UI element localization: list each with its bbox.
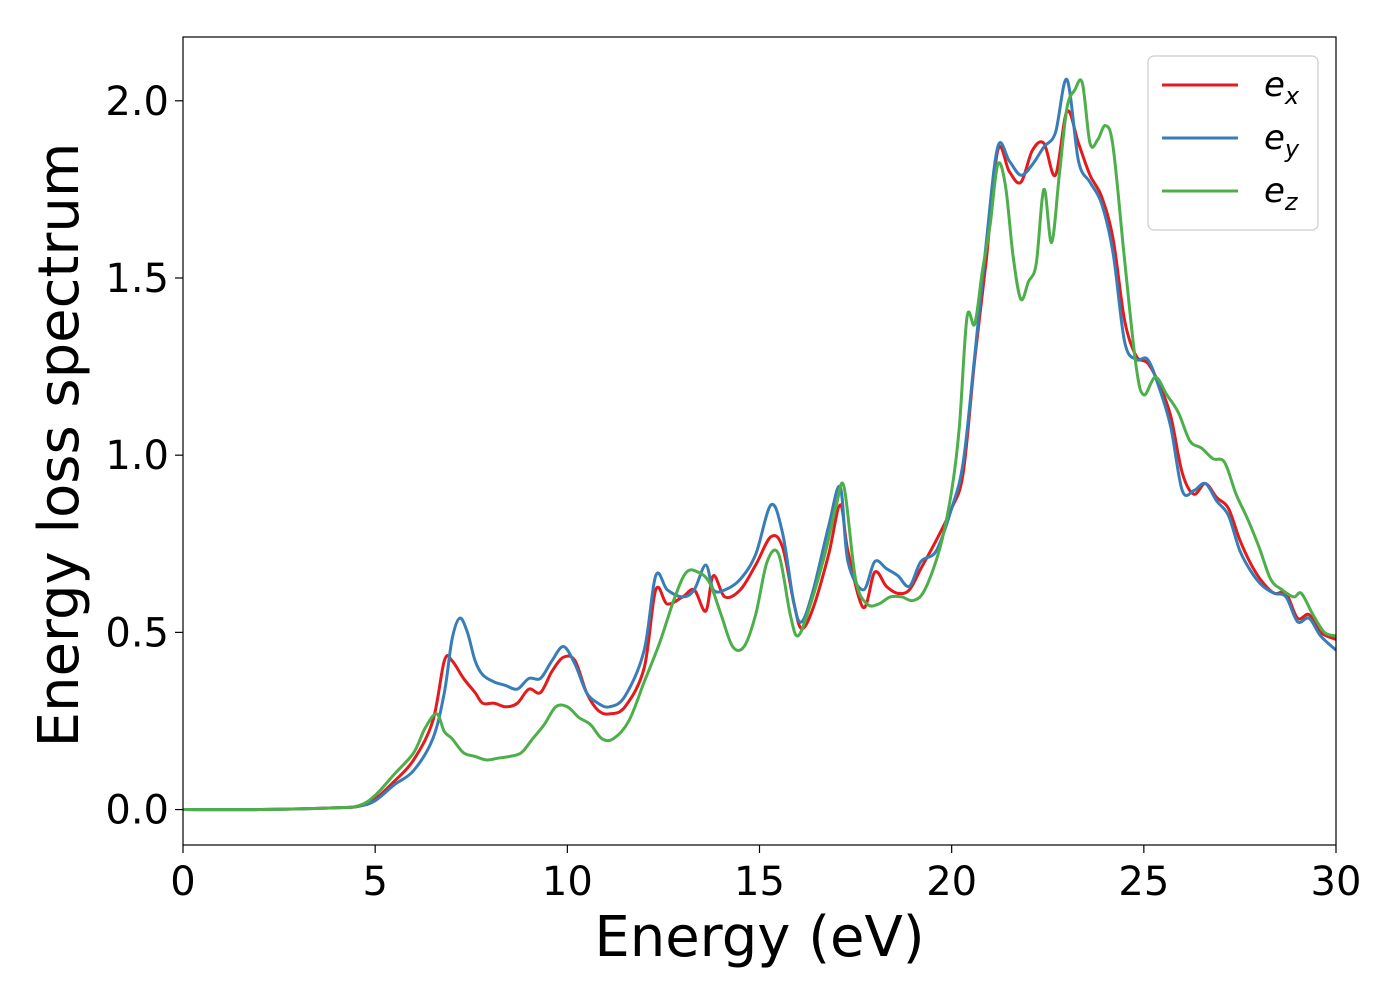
y-tick-label: 1.5 bbox=[105, 256, 169, 302]
legend-box bbox=[1147, 55, 1319, 231]
y-tick-label: 1.0 bbox=[105, 433, 169, 479]
legend-label-e-y: ey bbox=[1264, 118, 1300, 163]
y-axis-title: Energy loss spectrum bbox=[27, 143, 92, 748]
series-line-e-x bbox=[183, 109, 1336, 812]
x-tick-label: 0 bbox=[170, 859, 195, 905]
legend-label-main: e bbox=[1264, 171, 1285, 211]
series-line-e-y bbox=[183, 78, 1336, 812]
legend-label-main: e bbox=[1264, 65, 1285, 105]
legend-label-e-z: ez bbox=[1264, 171, 1299, 216]
x-tick-label: 30 bbox=[1311, 859, 1362, 905]
x-tick-label: 15 bbox=[734, 859, 785, 905]
x-tick-label: 20 bbox=[926, 859, 977, 905]
y-tick-label: 0.5 bbox=[105, 610, 169, 656]
legend-label-subscript: y bbox=[1284, 135, 1300, 163]
legend-label-subscript: z bbox=[1284, 188, 1299, 216]
legend-label-e-x: ex bbox=[1264, 65, 1300, 110]
x-tick-label: 5 bbox=[362, 859, 387, 905]
y-tick-label: 0.0 bbox=[105, 788, 169, 834]
x-tick-label: 10 bbox=[542, 859, 593, 905]
x-tick-label: 25 bbox=[1118, 859, 1169, 905]
x-axis-title: Energy (eV) bbox=[594, 905, 924, 970]
y-axis-ticks: 0.0 0.5 1.0 1.5 2.0 bbox=[105, 79, 183, 834]
legend-label-main: e bbox=[1264, 118, 1285, 158]
series-line-e-z bbox=[183, 78, 1336, 812]
x-axis-ticks: 0 5 10 15 20 25 30 bbox=[170, 845, 1361, 905]
y-tick-label: 2.0 bbox=[105, 79, 169, 125]
series-lines bbox=[183, 78, 1336, 812]
legend-label-subscript: x bbox=[1284, 82, 1300, 110]
